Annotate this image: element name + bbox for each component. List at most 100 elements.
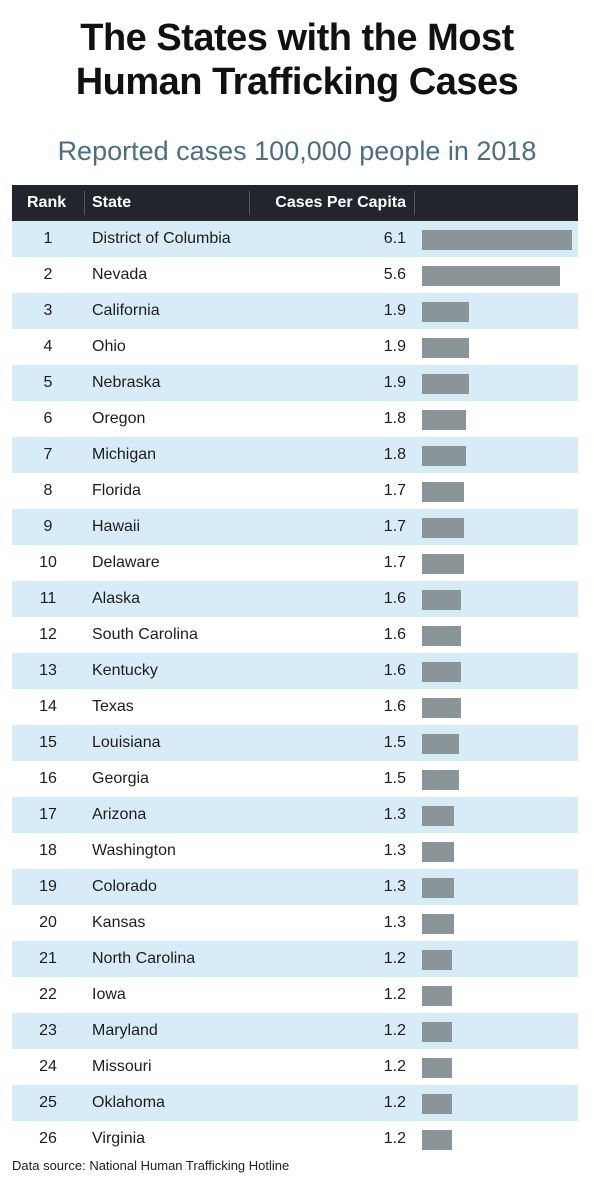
value-cell: 1.7 bbox=[383, 518, 406, 535]
rank-cell: 2 bbox=[43, 266, 53, 283]
state-cell: Nebraska bbox=[92, 374, 161, 391]
table-row: 26 Virginia 1.2 bbox=[12, 1121, 578, 1157]
state-cell: Michigan bbox=[92, 446, 157, 463]
value-bar bbox=[422, 230, 572, 250]
rank-cell: 22 bbox=[39, 986, 57, 1003]
value-cell: 1.3 bbox=[383, 842, 406, 859]
state-cell: Ohio bbox=[92, 338, 126, 355]
state-cell: Missouri bbox=[92, 1058, 152, 1075]
table-row: 21 North Carolina 1.2 bbox=[12, 941, 578, 977]
data-source-note: Data source: National Human Trafficking … bbox=[12, 1158, 290, 1173]
value-cell: 1.3 bbox=[383, 806, 406, 823]
bar-track bbox=[422, 950, 572, 970]
value-bar bbox=[422, 698, 462, 718]
bar-track bbox=[422, 554, 572, 574]
value-cell: 1.2 bbox=[383, 1022, 406, 1039]
bar-track bbox=[422, 626, 572, 646]
rank-cell: 6 bbox=[43, 410, 53, 427]
chart-subtitle: Reported cases 100,000 people in 2018 bbox=[57, 136, 537, 166]
header-divider bbox=[249, 191, 250, 215]
value-bar bbox=[422, 1022, 452, 1042]
data-table: Rank State Cases Per Capita 1 District of… bbox=[12, 185, 578, 1157]
value-bar bbox=[422, 554, 464, 574]
bar-track bbox=[422, 410, 572, 430]
value-cell: 1.7 bbox=[383, 482, 406, 499]
rank-cell: 17 bbox=[39, 806, 57, 823]
value-bar bbox=[422, 986, 452, 1006]
table-row: 4 Ohio 1.9 bbox=[12, 329, 578, 365]
rank-cell: 16 bbox=[39, 770, 57, 787]
rank-cell: 18 bbox=[39, 842, 57, 859]
state-cell: Louisiana bbox=[92, 734, 161, 751]
table-row: 19 Colorado 1.3 bbox=[12, 869, 578, 905]
header-divider bbox=[84, 191, 85, 215]
bar-track bbox=[422, 770, 572, 790]
state-cell: Georgia bbox=[92, 770, 149, 787]
state-cell: Washington bbox=[92, 842, 176, 859]
rank-cell: 14 bbox=[39, 698, 57, 715]
value-bar bbox=[422, 878, 454, 898]
bar-track bbox=[422, 914, 572, 934]
rank-cell: 3 bbox=[43, 302, 53, 319]
value-cell: 1.6 bbox=[383, 662, 406, 679]
table-body: 1 District of Columbia 6.1 2 Nevada 5.6 3 Calif… bbox=[12, 221, 578, 1157]
rank-cell: 11 bbox=[39, 590, 57, 607]
value-bar bbox=[422, 770, 459, 790]
value-cell: 5.6 bbox=[383, 266, 406, 283]
rank-cell: 26 bbox=[39, 1130, 57, 1147]
rank-cell: 1 bbox=[43, 230, 53, 247]
bar-track bbox=[422, 1022, 572, 1042]
bar-track bbox=[422, 590, 572, 610]
table-row: 5 Nebraska 1.9 bbox=[12, 365, 578, 401]
bar-track bbox=[422, 698, 572, 718]
bar-track bbox=[422, 986, 572, 1006]
header-state: State bbox=[92, 194, 132, 211]
state-cell: Maryland bbox=[92, 1022, 158, 1039]
value-cell: 1.7 bbox=[383, 554, 406, 571]
bar-track bbox=[422, 1130, 572, 1150]
value-bar bbox=[422, 266, 560, 286]
value-bar bbox=[422, 1058, 452, 1078]
value-bar bbox=[422, 1094, 452, 1114]
table-row: 6 Oregon 1.8 bbox=[12, 401, 578, 437]
bar-track bbox=[422, 662, 572, 682]
table-row: 17 Arizona 1.3 bbox=[12, 797, 578, 833]
state-cell: North Carolina bbox=[92, 950, 196, 967]
header-divider bbox=[414, 191, 415, 215]
rank-cell: 8 bbox=[43, 482, 53, 499]
rank-cell: 4 bbox=[43, 338, 53, 355]
header-cases: Cases Per Capita bbox=[275, 194, 406, 211]
table-row: 11 Alaska 1.6 bbox=[12, 581, 578, 617]
state-cell: Arizona bbox=[92, 806, 147, 823]
table-row: 7 Michigan 1.8 bbox=[12, 437, 578, 473]
value-bar bbox=[422, 1130, 452, 1150]
value-bar bbox=[422, 590, 462, 610]
table-row: 16 Georgia 1.5 bbox=[12, 761, 578, 797]
table-row: 20 Kansas 1.3 bbox=[12, 905, 578, 941]
title-line-2: Human Trafficking Cases bbox=[75, 61, 519, 103]
table-row: 3 California 1.9 bbox=[12, 293, 578, 329]
value-cell: 1.2 bbox=[383, 950, 406, 967]
value-bar bbox=[422, 662, 462, 682]
rank-cell: 12 bbox=[39, 626, 57, 643]
value-cell: 1.5 bbox=[383, 734, 406, 751]
value-bar bbox=[422, 374, 469, 394]
rank-cell: 19 bbox=[39, 878, 57, 895]
value-bar bbox=[422, 518, 464, 538]
rank-cell: 21 bbox=[39, 950, 57, 967]
table-row: 18 Washington 1.3 bbox=[12, 833, 578, 869]
value-cell: 1.5 bbox=[383, 770, 406, 787]
header-rank: Rank bbox=[27, 194, 67, 211]
value-cell: 1.8 bbox=[383, 446, 406, 463]
value-cell: 1.9 bbox=[383, 338, 406, 355]
bar-track bbox=[422, 878, 572, 898]
chart-title: The States with the Most Human Trafficki… bbox=[0, 16, 594, 104]
state-cell: Hawaii bbox=[92, 518, 141, 535]
value-cell: 1.6 bbox=[383, 626, 406, 643]
value-cell: 1.2 bbox=[383, 1094, 406, 1111]
bar-track bbox=[422, 518, 572, 538]
state-cell: California bbox=[92, 302, 160, 319]
rank-cell: 13 bbox=[39, 662, 57, 679]
value-bar bbox=[422, 950, 452, 970]
value-cell: 1.2 bbox=[383, 986, 406, 1003]
